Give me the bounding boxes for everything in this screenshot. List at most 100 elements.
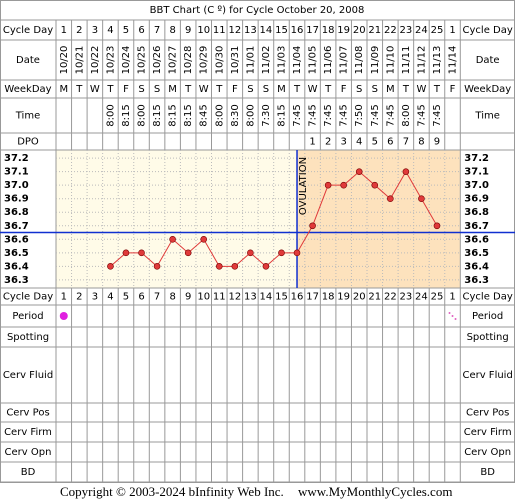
cycle-day: 18 — [322, 25, 335, 36]
cycle-day: 7 — [154, 292, 160, 303]
cycle-day: 9 — [185, 25, 191, 36]
weekday: T — [106, 84, 114, 95]
y-tick-label: 36.5 — [464, 248, 489, 259]
cycle-day: 10 — [197, 292, 210, 303]
cycle-day: 15 — [275, 25, 288, 36]
cycle-day: 21 — [368, 292, 381, 303]
weekday: F — [450, 84, 456, 95]
weekday: T — [75, 84, 83, 95]
temperature-point — [169, 235, 176, 243]
dpo: 2 — [325, 137, 331, 148]
cycle-day: 22 — [384, 25, 397, 36]
time: 8:00 — [105, 104, 116, 126]
temperature-point — [293, 249, 301, 257]
y-tick-label: 37.2 — [464, 153, 489, 164]
row-label: Time — [474, 111, 499, 122]
y-tick-label: 37.0 — [4, 180, 29, 191]
y-tick-label: 37.1 — [464, 167, 489, 178]
cycle-day: 2 — [76, 292, 82, 303]
time: 7:45 — [292, 104, 303, 126]
cycle-day: 19 — [337, 25, 350, 36]
cycle-day: 16 — [291, 25, 304, 36]
date: 11/06 — [323, 46, 334, 75]
time: 7:45 — [385, 104, 396, 126]
temperature-point — [215, 263, 223, 270]
weekday: T — [324, 84, 332, 95]
weekday: T — [293, 84, 301, 95]
temperature-point — [200, 235, 208, 243]
cycle-day: 23 — [400, 292, 413, 303]
temperature-point — [340, 181, 347, 189]
cycle-day: 15 — [275, 292, 288, 303]
cycle-day: 22 — [384, 292, 397, 303]
weekday: M — [168, 84, 177, 95]
time: 7:50 — [354, 104, 365, 126]
temperature-point — [309, 222, 316, 230]
time: 8:15 — [152, 104, 163, 126]
temperature-point — [138, 249, 145, 257]
row-label: BD — [21, 467, 36, 478]
date: 11/08 — [354, 46, 365, 75]
cycle-day: 13 — [244, 25, 257, 36]
period-mark — [59, 312, 68, 320]
row-label: Cerv Fluid — [462, 370, 512, 381]
y-tick-label: 36.5 — [4, 248, 29, 259]
temperature-point — [402, 168, 410, 175]
dpo: 4 — [356, 137, 362, 148]
row-label: DPO — [17, 137, 39, 148]
cycle-day: 8 — [169, 25, 175, 36]
date: 10/27 — [168, 46, 179, 75]
cycle-day: 7 — [154, 25, 160, 36]
weekday: F — [341, 84, 347, 95]
row-label: Cycle Day — [463, 292, 513, 303]
time: 7:45 — [432, 104, 443, 126]
date: 10/26 — [152, 46, 163, 75]
weekday: S — [154, 84, 160, 95]
date: 10/29 — [199, 46, 210, 75]
y-tick-label: 36.4 — [4, 261, 29, 272]
cycle-day: 12 — [228, 25, 241, 36]
temperature-point — [355, 168, 363, 175]
y-tick-label: 36.8 — [464, 207, 489, 218]
post-ovulation-bg — [297, 150, 461, 288]
date: 11/10 — [385, 46, 396, 75]
time: 7:45 — [308, 104, 319, 126]
temperature-point — [387, 195, 394, 203]
row-label: Cerv Pos — [466, 408, 509, 419]
y-tick-label: 36.6 — [4, 234, 29, 245]
date: 11/09 — [370, 46, 381, 75]
chart-title: BBT Chart (C º) for Cycle October 20, 20… — [150, 5, 365, 16]
time: 8:30 — [230, 104, 241, 126]
dpo: 3 — [340, 137, 346, 148]
cycle-day: 14 — [260, 292, 273, 303]
temperature-point — [278, 249, 285, 257]
date: 11/04 — [292, 46, 303, 75]
dpo: 1 — [309, 137, 315, 148]
y-tick-label: 37.2 — [4, 153, 29, 164]
weekday: M — [277, 84, 286, 95]
temperature-point — [107, 263, 114, 270]
cycle-day: 21 — [368, 25, 381, 36]
row-label: BD — [480, 467, 495, 478]
date: 10/23 — [105, 46, 116, 75]
cycle-day: 13 — [244, 292, 257, 303]
weekday: T — [402, 84, 410, 95]
time: 8:15 — [168, 104, 179, 126]
temperature-point — [418, 195, 425, 203]
time: 8:00 — [137, 104, 148, 126]
weekday: T — [433, 84, 441, 95]
cycle-day: 10 — [197, 25, 210, 36]
y-tick-label: 37.1 — [4, 167, 29, 178]
dpo: 9 — [434, 137, 440, 148]
date: 11/11 — [401, 46, 412, 75]
temperature-point — [231, 263, 239, 270]
date: 10/24 — [121, 46, 132, 75]
temperature-line — [110, 170, 438, 268]
weekday: F — [123, 84, 129, 95]
row-label: WeekDay — [4, 84, 51, 95]
date: 10/21 — [74, 46, 85, 75]
time: 8:00 — [401, 104, 412, 126]
time: 8:15 — [121, 104, 132, 126]
cycle-day: 14 — [260, 25, 273, 36]
